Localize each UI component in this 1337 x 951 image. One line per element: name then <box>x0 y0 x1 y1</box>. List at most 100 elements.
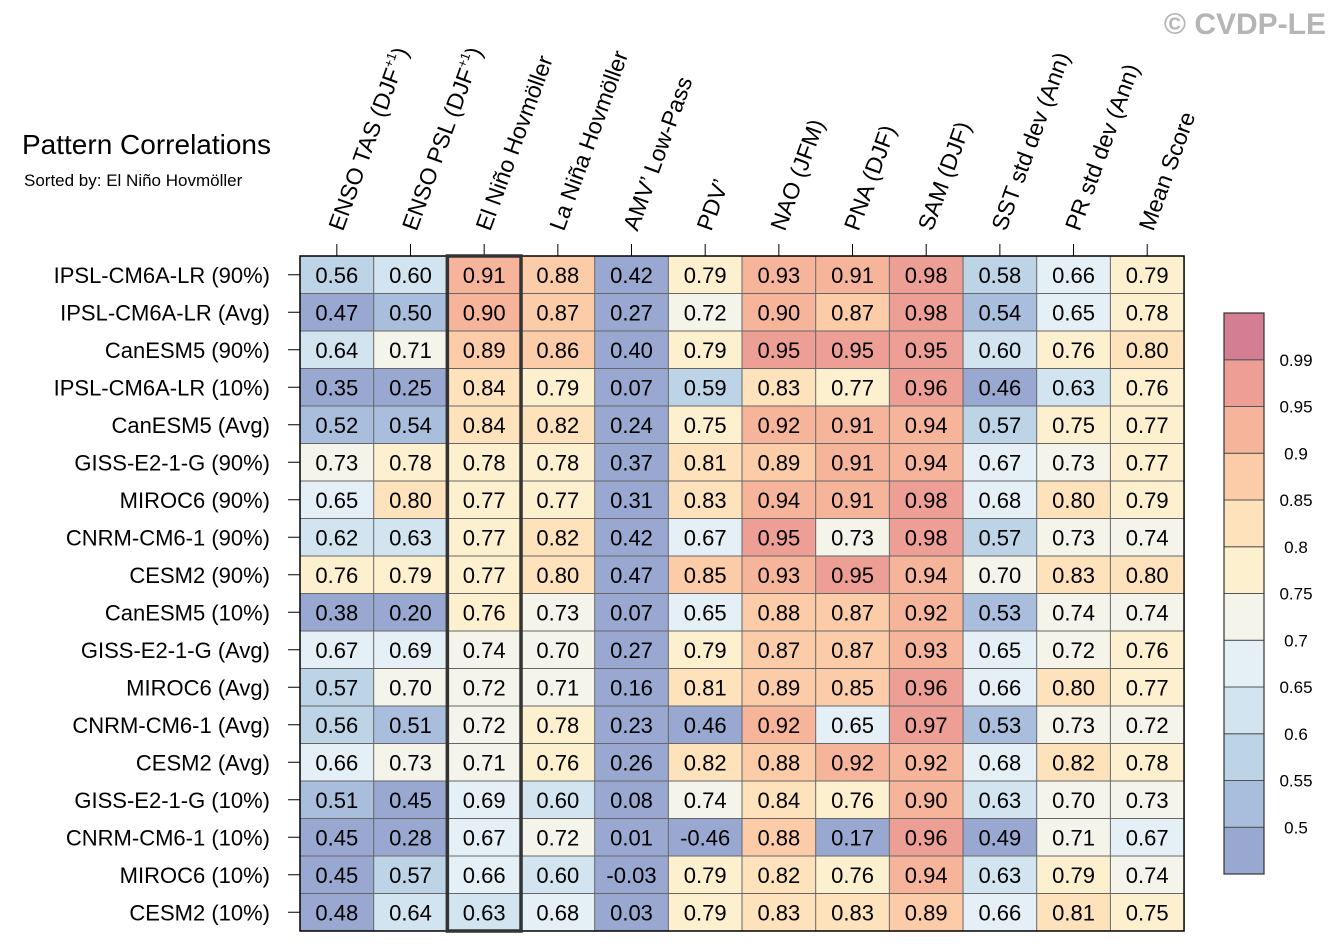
cell-value: 0.73 <box>1126 788 1169 813</box>
heatmap-cell <box>300 406 374 444</box>
heatmap-cell <box>742 331 816 369</box>
heatmap-cell <box>742 893 816 931</box>
cell-value: 0.73 <box>389 750 432 775</box>
cell-value: 0.73 <box>1052 713 1095 738</box>
cell-value: 0.65 <box>1052 300 1095 325</box>
heatmap-cell <box>742 368 816 406</box>
heatmap-cell <box>1110 481 1185 519</box>
heatmap-cell <box>1036 368 1111 406</box>
heatmap-cell <box>521 818 595 856</box>
heatmap-cell <box>447 593 522 631</box>
cell-value: 0.98 <box>905 263 948 288</box>
cell-value: 0.67 <box>315 638 358 663</box>
cell-value: 0.52 <box>315 413 358 438</box>
heatmap-cell <box>447 631 522 669</box>
heatmap-cell <box>963 406 1037 444</box>
heatmap-cell <box>373 443 448 481</box>
heatmap-cell <box>594 293 669 331</box>
cell-value: 0.95 <box>757 338 800 363</box>
heatmap-cell <box>815 893 890 931</box>
cell-value: 0.65 <box>684 600 727 625</box>
cell-value: 0.80 <box>1052 488 1095 513</box>
column-label-amv-low-pass: AMV’ Low-Pass <box>618 73 698 234</box>
heatmap-cell <box>815 781 890 819</box>
colorbar-box <box>1223 593 1265 641</box>
cell-value: 0.77 <box>831 375 874 400</box>
heatmap-cell <box>668 256 743 294</box>
heatmap-cell <box>521 368 595 406</box>
column-label-pna-djf: PNA (DJF) <box>839 122 901 234</box>
column-label-text: PDV’ <box>691 176 733 234</box>
heatmap-cell <box>889 293 964 331</box>
cell-value: 0.74 <box>1126 600 1169 625</box>
heatmap-cell <box>594 481 669 519</box>
cell-value: 0.23 <box>610 713 653 738</box>
cell-value: 0.83 <box>757 375 800 400</box>
heatmap-cell <box>963 556 1037 594</box>
cell-value: 0.63 <box>1052 375 1095 400</box>
heatmap-cell <box>963 518 1037 556</box>
cell-value: 0.67 <box>684 525 727 550</box>
cell-value: 0.65 <box>315 488 358 513</box>
cell-value: 0.77 <box>463 525 506 550</box>
heatmap-cell <box>963 893 1037 931</box>
cell-value: 0.54 <box>978 300 1021 325</box>
cell-value: 0.71 <box>1052 825 1095 850</box>
heatmap-cell <box>1110 706 1185 744</box>
heatmap-cell <box>742 743 816 781</box>
row-label-canesm5-10: CanESM5 (10%) <box>105 600 270 625</box>
colorbar-box <box>1223 359 1265 407</box>
cell-value: 0.98 <box>905 525 948 550</box>
cell-value: 0.98 <box>905 488 948 513</box>
cell-value: 0.79 <box>389 563 432 588</box>
cell-value: 0.64 <box>315 338 358 363</box>
heatmap-cell <box>594 818 669 856</box>
heatmap-cell <box>373 256 448 294</box>
heatmap-cell <box>668 743 743 781</box>
heatmap-cell <box>300 593 374 631</box>
heatmap-cell <box>594 668 669 706</box>
cell-value: 0.53 <box>978 713 1021 738</box>
colorbar-label: 0.85 <box>1279 491 1312 510</box>
cell-value: 0.73 <box>1052 450 1095 475</box>
cell-value: 0.66 <box>1052 263 1095 288</box>
heatmap-cell <box>373 406 448 444</box>
heatmap-cell <box>447 893 522 931</box>
heatmap-cell <box>668 556 743 594</box>
colorbar-label: 0.8 <box>1284 538 1308 557</box>
heatmap-cell <box>815 818 890 856</box>
heatmap-cell <box>742 518 816 556</box>
heatmap-cell <box>373 706 448 744</box>
cell-value: 0.79 <box>684 338 727 363</box>
heatmap-cell <box>889 818 964 856</box>
heatmap-cell <box>889 893 964 931</box>
cell-value: 0.63 <box>389 525 432 550</box>
cell-value: 0.67 <box>1126 825 1169 850</box>
cell-value: 0.90 <box>905 788 948 813</box>
heatmap-cell <box>1036 406 1111 444</box>
heatmap-cell <box>447 406 522 444</box>
cell-value: 0.80 <box>1126 338 1169 363</box>
column-label-text: SST std dev (Ann) <box>986 49 1075 234</box>
cell-value: 0.82 <box>684 750 727 775</box>
heatmap-cell <box>447 331 522 369</box>
cell-value: 0.76 <box>831 863 874 888</box>
cell-value: 0.87 <box>757 638 800 663</box>
heatmap-cell <box>889 256 964 294</box>
cell-value: 0.70 <box>389 675 432 700</box>
cell-value: 0.96 <box>905 375 948 400</box>
row-label-canesm5-avg: CanESM5 (Avg) <box>111 413 270 438</box>
column-label-enso-tas-djf: ENSO TAS (DJF+1) <box>322 43 413 233</box>
row-label-ipsl-cm6a-lr-10: IPSL-CM6A-LR (10%) <box>54 375 270 400</box>
cell-value: 0.08 <box>610 788 653 813</box>
heatmap-cell <box>889 631 964 669</box>
cell-value: 0.76 <box>1126 375 1169 400</box>
heatmap-cell <box>447 668 522 706</box>
heatmap-cell <box>373 743 448 781</box>
heatmap-cell <box>668 706 743 744</box>
heatmap-cell <box>373 518 448 556</box>
cell-value: 0.78 <box>389 450 432 475</box>
heatmap-cell <box>815 443 890 481</box>
cell-value: 0.87 <box>536 300 579 325</box>
cell-value: 0.82 <box>536 413 579 438</box>
